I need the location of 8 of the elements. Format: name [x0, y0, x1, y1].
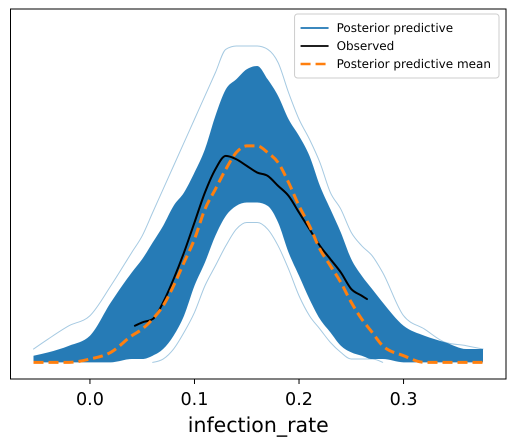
x-tick-label: 0.3 [390, 390, 418, 410]
x-axis-title: infection_rate [188, 413, 329, 437]
x-tick-label: 0.2 [285, 390, 314, 410]
legend-label: Posterior predictive mean [336, 57, 491, 72]
legend-label: Posterior predictive [336, 21, 454, 36]
legend-label: Observed [336, 39, 394, 54]
x-tick-label: 0.0 [76, 390, 104, 410]
x-tick-label: 0.1 [180, 390, 208, 410]
